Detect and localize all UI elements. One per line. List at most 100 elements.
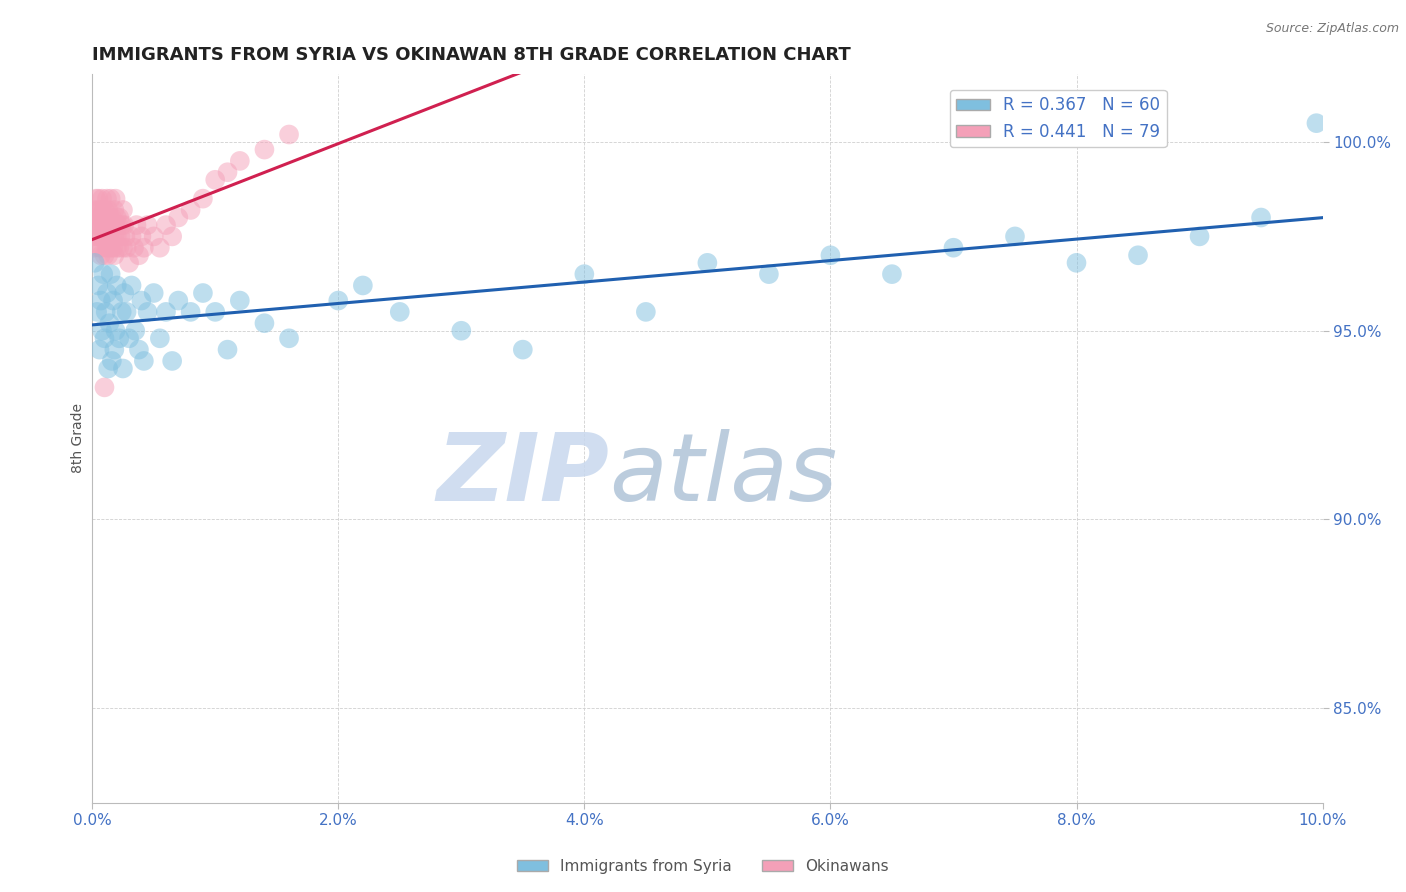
Point xyxy=(880,267,903,281)
Point xyxy=(180,305,202,319)
Point xyxy=(142,285,165,300)
Point xyxy=(101,241,124,255)
Legend: Immigrants from Syria, Okinawans: Immigrants from Syria, Okinawans xyxy=(512,853,894,880)
Point xyxy=(97,248,120,262)
Point xyxy=(87,202,110,217)
Point xyxy=(98,316,121,330)
Point xyxy=(107,218,129,232)
Point xyxy=(90,229,112,244)
Point xyxy=(91,211,114,225)
Point xyxy=(89,343,111,357)
Point xyxy=(574,267,596,281)
Point xyxy=(89,211,111,225)
Point xyxy=(105,278,128,293)
Point xyxy=(101,293,124,308)
Point xyxy=(167,211,190,225)
Point xyxy=(820,248,842,262)
Point xyxy=(82,241,104,255)
Point xyxy=(111,305,134,319)
Legend: R = 0.367   N = 60, R = 0.441   N = 79: R = 0.367 N = 60, R = 0.441 N = 79 xyxy=(949,90,1167,147)
Point xyxy=(328,293,350,308)
Point xyxy=(108,211,131,225)
Point xyxy=(96,285,118,300)
Y-axis label: 8th Grade: 8th Grade xyxy=(72,403,86,474)
Point xyxy=(97,202,120,217)
Point xyxy=(512,343,534,357)
Point xyxy=(101,218,124,232)
Point xyxy=(115,305,138,319)
Point xyxy=(132,241,155,255)
Point xyxy=(115,241,138,255)
Point xyxy=(86,211,108,225)
Point xyxy=(229,153,252,168)
Point xyxy=(94,229,117,244)
Point xyxy=(90,248,112,262)
Point xyxy=(97,361,120,376)
Point xyxy=(91,324,114,338)
Point xyxy=(86,229,108,244)
Point xyxy=(89,241,111,255)
Point xyxy=(103,229,125,244)
Point xyxy=(98,211,121,225)
Point xyxy=(101,354,124,368)
Text: ZIP: ZIP xyxy=(436,429,609,521)
Point xyxy=(131,293,153,308)
Point xyxy=(103,202,125,217)
Point xyxy=(229,293,252,308)
Point xyxy=(91,267,114,281)
Point xyxy=(84,218,107,232)
Point xyxy=(136,218,159,232)
Point xyxy=(191,285,214,300)
Point xyxy=(352,278,374,293)
Point xyxy=(104,192,127,206)
Point xyxy=(1066,256,1088,270)
Point xyxy=(98,229,121,244)
Point xyxy=(388,305,411,319)
Point xyxy=(121,278,143,293)
Point xyxy=(103,343,125,357)
Point xyxy=(110,229,132,244)
Point xyxy=(125,218,148,232)
Point xyxy=(96,241,118,255)
Point xyxy=(111,361,134,376)
Point xyxy=(253,143,276,157)
Point xyxy=(93,380,115,394)
Point xyxy=(87,278,110,293)
Point xyxy=(104,218,127,232)
Point xyxy=(104,324,127,338)
Point xyxy=(128,248,150,262)
Point xyxy=(112,218,135,232)
Point xyxy=(111,202,134,217)
Point xyxy=(155,218,177,232)
Point xyxy=(93,331,115,345)
Point xyxy=(103,248,125,262)
Point xyxy=(83,229,105,244)
Point xyxy=(100,241,122,255)
Point xyxy=(94,305,117,319)
Point xyxy=(108,241,131,255)
Point xyxy=(1250,211,1272,225)
Point xyxy=(87,192,110,206)
Point xyxy=(131,229,153,244)
Point xyxy=(167,293,190,308)
Point xyxy=(132,354,155,368)
Point xyxy=(204,305,226,319)
Point xyxy=(84,192,107,206)
Point xyxy=(94,211,117,225)
Point xyxy=(142,229,165,244)
Point xyxy=(180,202,202,217)
Point xyxy=(118,256,141,270)
Point xyxy=(155,305,177,319)
Point xyxy=(91,229,114,244)
Point xyxy=(91,241,114,255)
Point xyxy=(90,293,112,308)
Point xyxy=(105,229,128,244)
Point xyxy=(82,211,104,225)
Point xyxy=(111,241,134,255)
Point xyxy=(100,267,122,281)
Point xyxy=(96,218,118,232)
Point xyxy=(101,211,124,225)
Point xyxy=(87,218,110,232)
Point xyxy=(160,354,183,368)
Point xyxy=(83,256,105,270)
